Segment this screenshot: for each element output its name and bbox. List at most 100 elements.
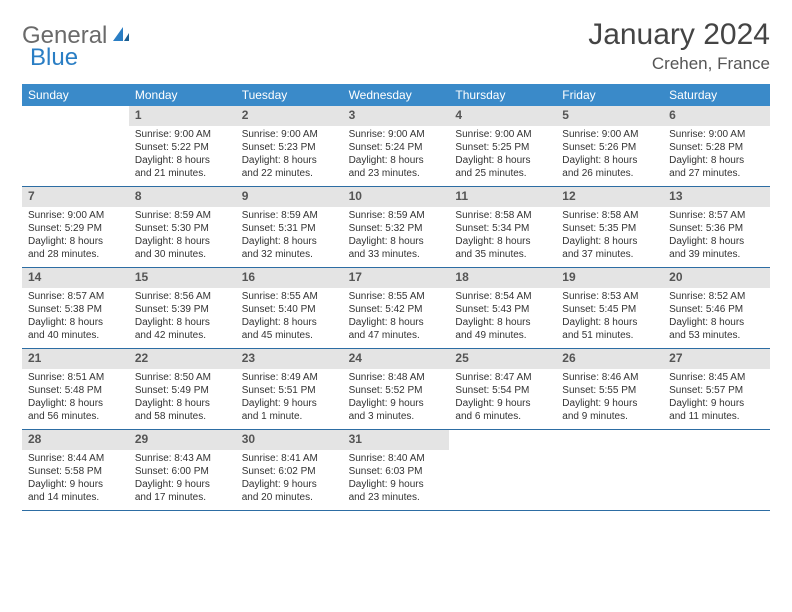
location-label: Crehen, France: [588, 54, 770, 74]
day-header-sat: Saturday: [663, 84, 770, 106]
day-body: Sunrise: 8:59 AMSunset: 5:30 PMDaylight:…: [129, 207, 236, 265]
day-cell: 15Sunrise: 8:56 AMSunset: 5:39 PMDayligh…: [129, 268, 236, 348]
day-number: 28: [22, 430, 129, 450]
day-d2: and 51 minutes.: [562, 329, 657, 342]
day-d1: Daylight: 8 hours: [349, 316, 444, 329]
day-d1: Daylight: 8 hours: [562, 316, 657, 329]
day-body: Sunrise: 8:51 AMSunset: 5:48 PMDaylight:…: [22, 369, 129, 427]
calendar: Sunday Monday Tuesday Wednesday Thursday…: [22, 84, 770, 511]
day-ss: Sunset: 5:25 PM: [455, 141, 550, 154]
day-sr: Sunrise: 8:49 AM: [242, 371, 337, 384]
day-sr: Sunrise: 9:00 AM: [28, 209, 123, 222]
day-d2: and 21 minutes.: [135, 167, 230, 180]
day-ss: Sunset: 5:58 PM: [28, 465, 123, 478]
day-number: 14: [22, 268, 129, 288]
day-number: 26: [556, 349, 663, 369]
day-sr: Sunrise: 9:00 AM: [562, 128, 657, 141]
day-body: Sunrise: 8:47 AMSunset: 5:54 PMDaylight:…: [449, 369, 556, 427]
day-ss: Sunset: 6:00 PM: [135, 465, 230, 478]
day-d1: Daylight: 9 hours: [242, 397, 337, 410]
day-d2: and 30 minutes.: [135, 248, 230, 261]
day-body: Sunrise: 8:48 AMSunset: 5:52 PMDaylight:…: [343, 369, 450, 427]
month-title: January 2024: [588, 18, 770, 52]
day-sr: Sunrise: 9:00 AM: [455, 128, 550, 141]
day-d1: Daylight: 8 hours: [669, 316, 764, 329]
day-cell: 16Sunrise: 8:55 AMSunset: 5:40 PMDayligh…: [236, 268, 343, 348]
day-ss: Sunset: 5:32 PM: [349, 222, 444, 235]
day-body: Sunrise: 9:00 AMSunset: 5:29 PMDaylight:…: [22, 207, 129, 265]
day-number: 19: [556, 268, 663, 288]
day-sr: Sunrise: 8:55 AM: [242, 290, 337, 303]
day-sr: Sunrise: 8:45 AM: [669, 371, 764, 384]
day-d1: Daylight: 8 hours: [28, 316, 123, 329]
day-d1: Daylight: 8 hours: [455, 316, 550, 329]
day-d2: and 11 minutes.: [669, 410, 764, 423]
day-ss: Sunset: 5:24 PM: [349, 141, 444, 154]
day-sr: Sunrise: 8:59 AM: [349, 209, 444, 222]
day-sr: Sunrise: 8:41 AM: [242, 452, 337, 465]
day-ss: Sunset: 5:31 PM: [242, 222, 337, 235]
day-cell: 24Sunrise: 8:48 AMSunset: 5:52 PMDayligh…: [343, 349, 450, 429]
day-d2: and 32 minutes.: [242, 248, 337, 261]
day-sr: Sunrise: 8:40 AM: [349, 452, 444, 465]
day-cell: 3Sunrise: 9:00 AMSunset: 5:24 PMDaylight…: [343, 106, 450, 186]
day-header-fri: Friday: [556, 84, 663, 106]
day-d1: Daylight: 8 hours: [135, 397, 230, 410]
day-d2: and 49 minutes.: [455, 329, 550, 342]
day-d2: and 22 minutes.: [242, 167, 337, 180]
day-number: 8: [129, 187, 236, 207]
day-number: 16: [236, 268, 343, 288]
title-block: January 2024 Crehen, France: [588, 18, 770, 74]
day-sr: Sunrise: 8:57 AM: [669, 209, 764, 222]
day-cell: 5 Sunrise: 9:00 AMSunset: 5:26 PMDaylight…: [556, 106, 663, 186]
day-d2: and 35 minutes.: [455, 248, 550, 261]
day-number: 24: [343, 349, 450, 369]
day-sr: Sunrise: 8:57 AM: [28, 290, 123, 303]
day-ss: Sunset: 5:26 PM: [562, 141, 657, 154]
day-sr: Sunrise: 8:58 AM: [562, 209, 657, 222]
day-body: Sunrise: 8:41 AMSunset: 6:02 PMDaylight:…: [236, 450, 343, 508]
day-ss: Sunset: 6:03 PM: [349, 465, 444, 478]
day-d2: and 3 minutes.: [349, 410, 444, 423]
day-sr: Sunrise: 8:47 AM: [455, 371, 550, 384]
day-cell: 22Sunrise: 8:50 AMSunset: 5:49 PMDayligh…: [129, 349, 236, 429]
day-d1: Daylight: 8 hours: [28, 235, 123, 248]
logo-line2: Blue: [30, 44, 78, 72]
day-d2: and 53 minutes.: [669, 329, 764, 342]
day-body: Sunrise: 8:57 AMSunset: 5:36 PMDaylight:…: [663, 207, 770, 265]
day-d2: and 1 minute.: [242, 410, 337, 423]
day-sr: Sunrise: 8:56 AM: [135, 290, 230, 303]
day-number: 9: [236, 187, 343, 207]
day-ss: Sunset: 5:30 PM: [135, 222, 230, 235]
day-body: Sunrise: 9:00 AMSunset: 5:25 PMDaylight:…: [449, 126, 556, 184]
day-number: 23: [236, 349, 343, 369]
day-body: Sunrise: 8:54 AMSunset: 5:43 PMDaylight:…: [449, 288, 556, 346]
day-body: Sunrise: 8:58 AMSunset: 5:35 PMDaylight:…: [556, 207, 663, 265]
day-number: 7: [22, 187, 129, 207]
day-d2: and 23 minutes.: [349, 167, 444, 180]
day-ss: Sunset: 6:02 PM: [242, 465, 337, 478]
day-ss: Sunset: 5:40 PM: [242, 303, 337, 316]
day-header-mon: Monday: [129, 84, 236, 106]
day-d2: and 56 minutes.: [28, 410, 123, 423]
day-ss: Sunset: 5:23 PM: [242, 141, 337, 154]
day-header-row: Sunday Monday Tuesday Wednesday Thursday…: [22, 84, 770, 106]
day-d1: Daylight: 8 hours: [349, 235, 444, 248]
day-d1: Daylight: 9 hours: [669, 397, 764, 410]
week-row: 7Sunrise: 9:00 AMSunset: 5:29 PMDaylight…: [22, 187, 770, 268]
day-number: 1: [129, 106, 236, 126]
day-ss: Sunset: 5:48 PM: [28, 384, 123, 397]
day-number: 5: [556, 106, 663, 126]
day-cell: 12Sunrise: 8:58 AMSunset: 5:35 PMDayligh…: [556, 187, 663, 267]
day-header-wed: Wednesday: [343, 84, 450, 106]
day-cell: 26Sunrise: 8:46 AMSunset: 5:55 PMDayligh…: [556, 349, 663, 429]
day-sr: Sunrise: 8:48 AM: [349, 371, 444, 384]
day-number: 15: [129, 268, 236, 288]
day-cell: 29Sunrise: 8:43 AMSunset: 6:00 PMDayligh…: [129, 430, 236, 510]
day-d1: Daylight: 8 hours: [562, 154, 657, 167]
day-cell: 8Sunrise: 8:59 AMSunset: 5:30 PMDaylight…: [129, 187, 236, 267]
day-body: Sunrise: 8:56 AMSunset: 5:39 PMDaylight:…: [129, 288, 236, 346]
day-ss: Sunset: 5:51 PM: [242, 384, 337, 397]
day-cell: 30Sunrise: 8:41 AMSunset: 6:02 PMDayligh…: [236, 430, 343, 510]
logo-sail-icon: [111, 25, 131, 48]
